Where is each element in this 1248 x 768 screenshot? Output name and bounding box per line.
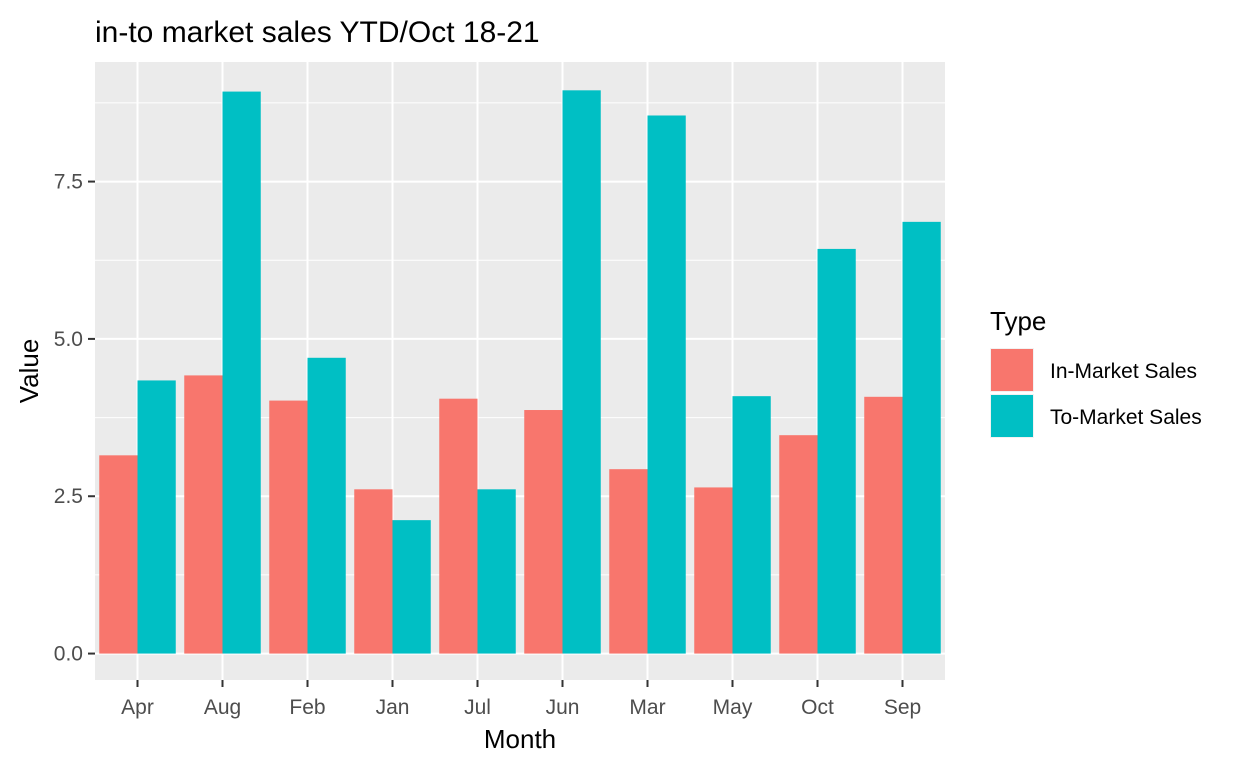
bar-may-to-market [732, 396, 771, 654]
x-tick-label: Jun [546, 696, 580, 719]
x-axis-title: Month [484, 724, 556, 754]
bar-mar-to-market [647, 115, 686, 654]
y-tick-label: 2.5 [54, 485, 83, 508]
bar-apr-in-market [99, 455, 138, 654]
bar-jan-to-market [392, 520, 431, 654]
bar-feb-in-market [269, 400, 308, 654]
y-tick-label: 0.0 [54, 643, 83, 666]
bar-may-in-market [694, 487, 733, 654]
chart-title: in-to market sales YTD/Oct 18-21 [95, 16, 540, 49]
bar-apr-to-market [137, 380, 176, 654]
bar-jul-in-market [439, 398, 478, 654]
x-tick-label: Aug [204, 696, 241, 719]
x-tick-label: May [713, 696, 753, 719]
legend-key-to-market [991, 395, 1033, 437]
bar-oct-to-market [817, 248, 856, 654]
legend-label: To-Market Sales [1050, 406, 1202, 429]
bar-sep-to-market [902, 221, 941, 654]
bar-oct-in-market [779, 435, 818, 654]
x-tick-label: Jan [376, 696, 410, 719]
legend: Type In-Market Sales To-Market Sales [990, 306, 1202, 438]
x-tick-label: Oct [801, 696, 834, 719]
bar-jun-to-market [562, 90, 601, 654]
x-tick-label: Apr [121, 696, 154, 719]
bar-aug-to-market [222, 91, 261, 654]
bar-mar-in-market [609, 469, 648, 654]
bar-jan-in-market [354, 489, 393, 654]
x-tick-label: Feb [289, 696, 325, 719]
bar-jul-to-market [477, 489, 516, 654]
y-tick-label: 7.5 [54, 171, 83, 194]
bar-sep-in-market [864, 396, 903, 654]
x-tick-label: Mar [629, 696, 665, 719]
legend-title: Type [990, 306, 1046, 336]
y-axis-title: Value [14, 339, 44, 404]
bar-jun-in-market [524, 410, 563, 654]
bars [99, 90, 941, 654]
x-axis: Apr Aug Feb Jan Jul Jun Mar May Oct Sep [121, 680, 921, 719]
x-tick-label: Jul [464, 696, 491, 719]
y-tick-label: 5.0 [54, 328, 83, 351]
legend-key-in-market [991, 349, 1033, 391]
y-axis: 0.0 2.5 5.0 7.5 [54, 171, 95, 666]
legend-label: In-Market Sales [1050, 360, 1197, 383]
bar-feb-to-market [307, 357, 346, 654]
bar-aug-in-market [184, 375, 223, 654]
x-tick-label: Sep [884, 696, 921, 719]
